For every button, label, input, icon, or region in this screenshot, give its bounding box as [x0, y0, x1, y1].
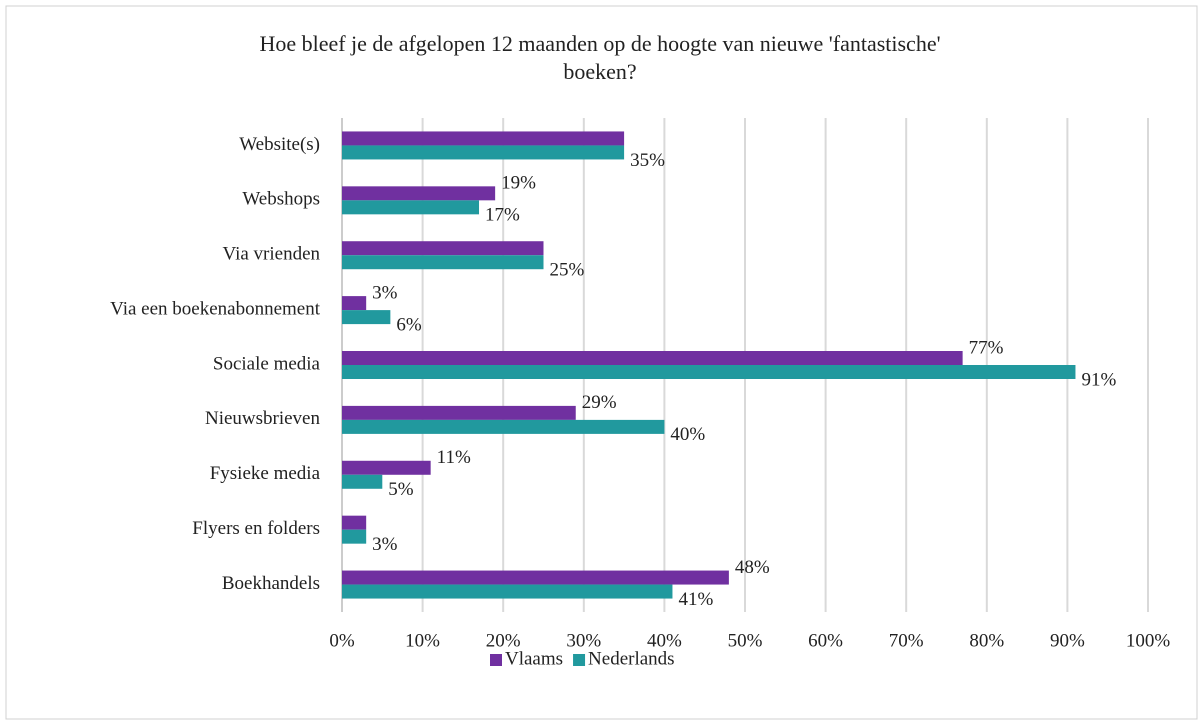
bar	[342, 186, 496, 201]
bar	[342, 200, 480, 215]
data-label: 5%	[388, 479, 414, 500]
y-tick-label: Fysieke media	[210, 463, 321, 484]
y-tick-label: Nieuwsbrieven	[205, 408, 321, 429]
x-tick-label: 50%	[728, 630, 763, 651]
x-tick-label: 40%	[647, 630, 682, 651]
y-tick-label: Webshops	[242, 189, 320, 210]
x-tick-label: 80%	[969, 630, 1004, 651]
bar	[342, 570, 729, 585]
data-label: 17%	[485, 205, 520, 226]
bar	[342, 584, 673, 599]
data-label: 77%	[969, 337, 1004, 358]
bar	[342, 365, 1076, 379]
y-tick-label: Flyers en folders	[192, 518, 320, 539]
x-tick-label: 60%	[808, 630, 843, 651]
bar	[342, 515, 367, 530]
bar	[342, 474, 383, 489]
bar	[342, 405, 576, 420]
data-label: 25%	[550, 260, 585, 281]
data-label: 3%	[372, 534, 398, 555]
x-tick-label: 30%	[566, 630, 601, 651]
data-label: 19%	[501, 173, 536, 194]
bar	[342, 529, 367, 544]
legend-label: Vlaams	[505, 648, 563, 669]
legend-swatch	[573, 654, 586, 666]
data-label: 11%	[437, 447, 471, 468]
legend-label: Nederlands	[588, 648, 675, 669]
y-tick-label: Website(s)	[239, 134, 320, 155]
bar	[342, 419, 665, 434]
bar	[342, 241, 544, 256]
bar	[342, 351, 963, 365]
data-label: 48%	[735, 557, 770, 578]
x-tick-label: 70%	[889, 630, 924, 651]
bar	[342, 460, 431, 475]
x-tick-label: 90%	[1050, 630, 1085, 651]
legend-swatch	[490, 654, 502, 666]
data-label: 29%	[582, 392, 617, 413]
data-label: 35%	[630, 150, 665, 171]
y-tick-label: Via een boekenabonnement	[110, 298, 321, 319]
data-label: 91%	[1081, 369, 1116, 390]
bar	[342, 131, 625, 146]
data-label: 41%	[678, 589, 713, 610]
data-label: 3%	[372, 282, 398, 303]
bar	[342, 145, 625, 160]
y-tick-label: Via vrienden	[222, 244, 320, 265]
x-tick-label: 0%	[329, 630, 355, 651]
x-tick-label: 100%	[1126, 630, 1171, 651]
x-tick-label: 10%	[405, 630, 440, 651]
data-label: 6%	[396, 314, 422, 335]
bar	[342, 255, 544, 270]
bar	[342, 296, 367, 311]
y-tick-label: Sociale media	[213, 353, 321, 374]
y-tick-label: Boekhandels	[222, 573, 320, 594]
x-tick-label: 20%	[486, 630, 521, 651]
data-label: 40%	[670, 424, 705, 445]
bar	[342, 310, 391, 325]
chart-title: Hoe bleef je de afgelopen 12 maanden op …	[259, 31, 941, 84]
